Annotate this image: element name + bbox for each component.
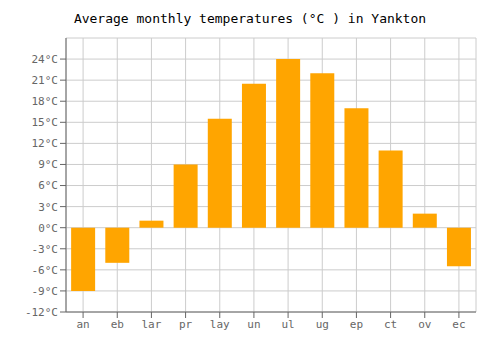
html-text:Average monthly temperatures (: Average monthly temperatures (°C ) in Ya…	[73, 11, 427, 26]
svg-text:-3°C: -3°C	[32, 243, 59, 256]
svg-text:21°C: 21°C	[32, 74, 59, 87]
svg-text:-9°C: -9°C	[32, 285, 59, 298]
svg-text:0°C: 0°C	[38, 222, 58, 235]
svg-text:un: un	[247, 318, 260, 331]
svg-text:ep: ep	[350, 318, 363, 331]
svg-text:lay: lay	[210, 318, 230, 331]
svg-text:an: an	[76, 318, 89, 331]
svg-text:18°C: 18°C	[32, 95, 59, 108]
svg-text:ct: ct	[384, 318, 397, 331]
svg-text:9°C: 9°C	[38, 158, 58, 171]
svg-text:pr: pr	[179, 318, 193, 331]
svg-text:-6°C: -6°C	[32, 264, 59, 277]
svg-text:eb: eb	[111, 318, 124, 331]
svg-text:12°C: 12°C	[32, 137, 59, 150]
svg-text:ug: ug	[316, 318, 329, 331]
svg-text:ul: ul	[281, 318, 294, 331]
svg-text:ov: ov	[418, 318, 432, 331]
svg-text:lar: lar	[141, 318, 161, 331]
svg-text:15°C: 15°C	[32, 116, 59, 129]
svg-text:6°C: 6°C	[38, 179, 58, 192]
svg-text:-12°C: -12°C	[25, 306, 58, 319]
svg-text:ec: ec	[452, 318, 465, 331]
svg-text:24°C: 24°C	[32, 53, 59, 66]
svg-text:3°C: 3°C	[38, 201, 58, 214]
